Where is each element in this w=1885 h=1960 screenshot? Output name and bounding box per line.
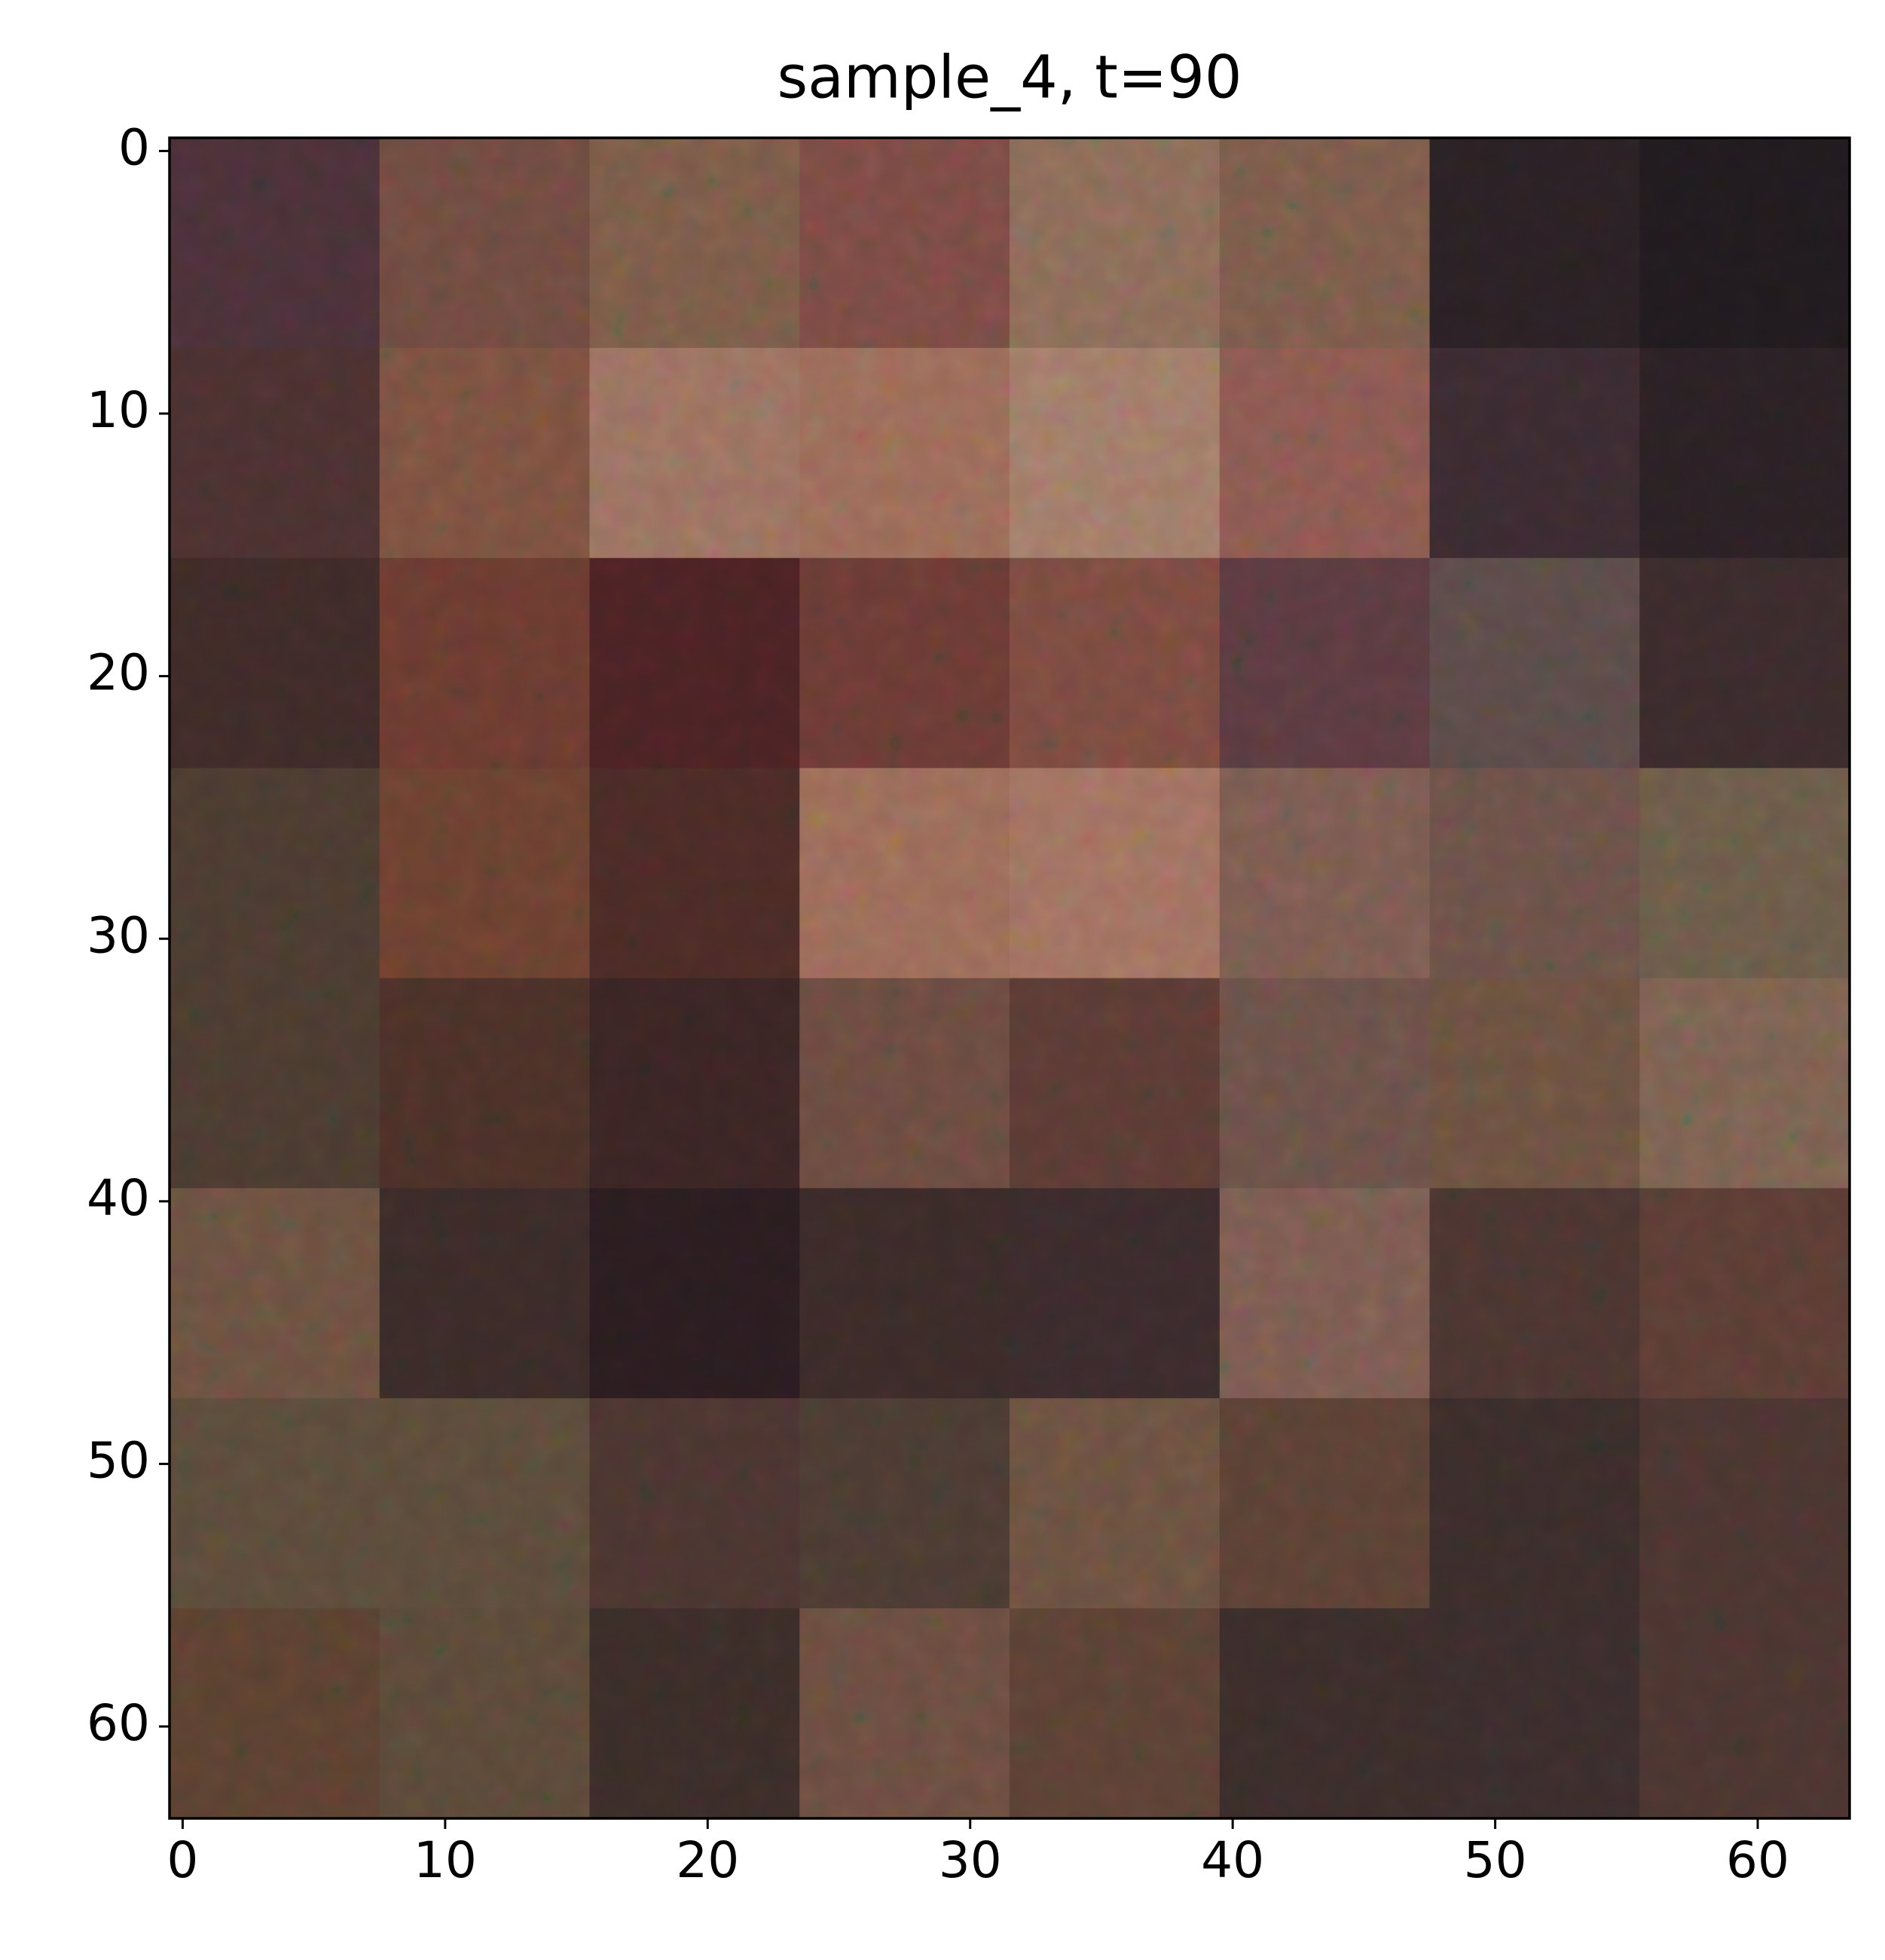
y-tick-label: 50	[87, 1431, 150, 1489]
x-tick-label: 30	[939, 1831, 1002, 1889]
x-tick-label: 20	[676, 1831, 739, 1889]
y-tick-label: 10	[87, 381, 150, 439]
x-tick-label: 60	[1726, 1831, 1789, 1889]
x-tick-label: 40	[1201, 1831, 1264, 1889]
y-tick-label: 30	[87, 906, 150, 964]
y-tick-label: 0	[118, 118, 150, 176]
texture	[170, 138, 1850, 1818]
y-tick-label: 20	[87, 644, 150, 702]
axes-frame	[168, 136, 1851, 1820]
y-tick-label: 60	[87, 1694, 150, 1752]
x-tick-label: 0	[167, 1831, 198, 1889]
y-tick-label: 40	[87, 1169, 150, 1227]
x-tick-label: 50	[1464, 1831, 1527, 1889]
chart-title: sample_4, t=90	[778, 44, 1242, 111]
x-tick-label: 10	[414, 1831, 477, 1889]
